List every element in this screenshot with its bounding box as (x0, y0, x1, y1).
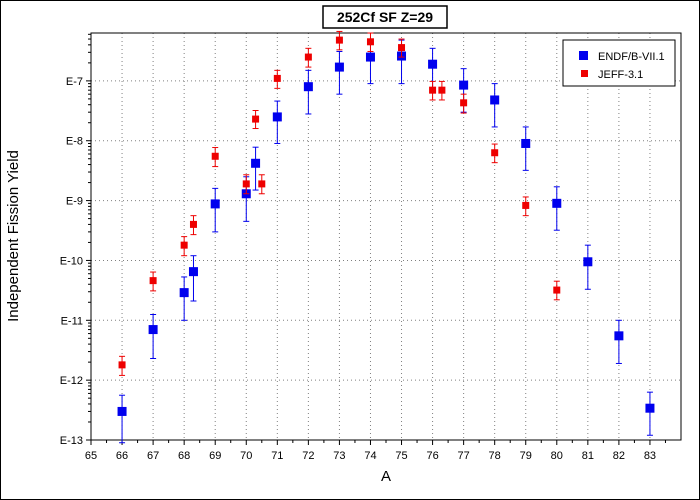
x-tick-label: 75 (395, 450, 407, 462)
y-tick-label: E-13 (60, 435, 83, 447)
data-point (460, 99, 468, 107)
data-point (522, 201, 530, 209)
y-tick-label: E-9 (66, 196, 83, 208)
y-tick-labels: E-7 E-8 E-9 E-10 E-11 E-12 E-13 (60, 76, 83, 447)
x-axis-title: A (381, 468, 391, 485)
chart-title-box: 252Cf SF Z=29 (322, 5, 448, 29)
legend: ENDF/B-VII.1 JEFF-3.1 (562, 39, 676, 87)
data-point (273, 74, 281, 82)
data-point (252, 115, 260, 123)
data-point (188, 267, 198, 277)
data-point (117, 406, 127, 416)
data-point (304, 53, 312, 61)
legend-label-endf: ENDF/B-VII.1 (598, 51, 665, 63)
x-tick-label: 83 (644, 450, 656, 462)
x-tick-label: 79 (520, 450, 532, 462)
x-tick-label: 66 (116, 450, 128, 462)
data-point (366, 38, 374, 46)
y-tick-label: E-11 (61, 315, 83, 327)
data-point (189, 220, 197, 228)
y-tick-label: E-10 (60, 255, 83, 267)
data-point (438, 86, 446, 94)
legend-marker-endf (579, 51, 588, 60)
legend-marker-jeff (581, 70, 588, 77)
data-point (258, 180, 266, 188)
data-point (335, 36, 343, 44)
data-point (583, 257, 593, 267)
x-tick-label: 73 (333, 450, 345, 462)
data-point (251, 158, 261, 168)
data-point (180, 241, 188, 249)
y-tick-label: E-7 (66, 76, 83, 88)
series-jeff (118, 30, 561, 376)
y-axis-title: Independent Fission Yield (5, 150, 22, 322)
data-point (242, 180, 250, 188)
data-point (614, 331, 624, 341)
x-tick-label: 70 (240, 450, 252, 462)
data-point (429, 86, 437, 94)
x-tick-label: 82 (613, 450, 625, 462)
data-point (148, 325, 158, 335)
data-point (118, 361, 126, 369)
data-point (428, 59, 438, 69)
data-point (552, 198, 562, 208)
x-tick-label: 77 (458, 450, 470, 462)
data-point (179, 288, 189, 298)
x-tick-label: 81 (582, 450, 594, 462)
data-point (303, 82, 313, 92)
x-tick-label: 68 (178, 450, 190, 462)
data-point (521, 138, 531, 148)
data-point (334, 62, 344, 72)
data-point (365, 52, 375, 62)
data-point (398, 44, 406, 52)
axis-ticks (86, 33, 666, 445)
data-point (459, 80, 469, 90)
x-tick-label: 65 (85, 450, 97, 462)
data-point (272, 112, 282, 122)
x-tick-labels: 65 66 67 68 69 70 71 72 73 74 75 76 77 78 79 80 81 82 83 (85, 450, 656, 462)
data-point (553, 286, 561, 294)
data-point (210, 199, 220, 209)
x-tick-label: 71 (271, 450, 283, 462)
x-tick-label: 76 (426, 450, 438, 462)
data-point (491, 149, 499, 157)
chart-title: 252Cf SF Z=29 (337, 9, 433, 25)
data-point (149, 277, 157, 285)
data-point (645, 403, 655, 413)
x-tick-label: 78 (489, 450, 501, 462)
x-tick-label: 74 (364, 450, 376, 462)
title-frame (322, 5, 448, 29)
y-tick-label: E-8 (66, 136, 83, 148)
series-endf (117, 39, 655, 444)
x-tick-label: 67 (147, 450, 159, 462)
x-tick-label: 72 (302, 450, 314, 462)
legend-label-jeff: JEFF-3.1 (598, 69, 643, 81)
x-tick-label: 69 (209, 450, 221, 462)
y-tick-label: E-12 (60, 375, 83, 387)
x-tick-label: 80 (551, 450, 563, 462)
legend-frame (562, 39, 676, 87)
data-point (211, 152, 219, 160)
data-point (490, 95, 500, 105)
data-series (117, 30, 655, 444)
